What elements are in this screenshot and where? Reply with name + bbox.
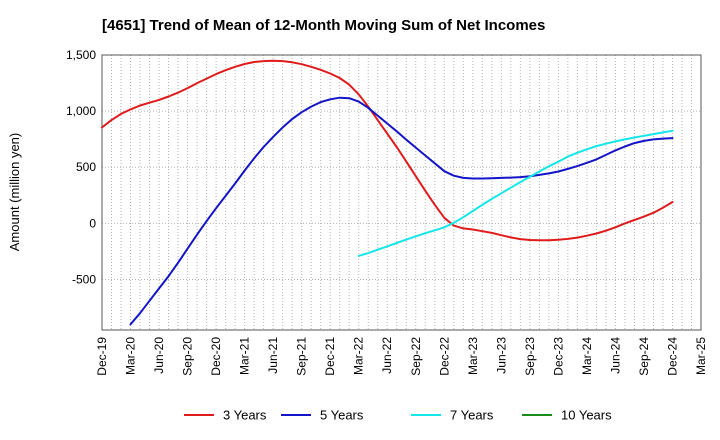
x-tick-label: Jun-23 [494, 337, 508, 374]
x-tick-label: Jun-22 [380, 337, 394, 374]
plot-background [102, 55, 701, 330]
y-tick-label: 1,000 [66, 104, 96, 118]
x-tick-label: Sep-20 [181, 337, 195, 376]
x-tick-label: Dec-20 [209, 337, 223, 376]
legend-label-5-years: 5 Years [320, 408, 364, 423]
x-tick-label: Jun-20 [152, 337, 166, 374]
x-tick-label: Sep-24 [637, 337, 651, 376]
x-tick-label: Sep-21 [295, 337, 309, 376]
y-axis-tick-labels: -500 0 500 1,000 1,500 [66, 48, 96, 286]
x-tick-label: Dec-21 [323, 337, 337, 376]
series-line-5-years [129, 96, 674, 326]
x-tick-label: Mar-22 [352, 337, 366, 375]
y-axis-title: Amount (million yen) [7, 133, 22, 252]
legend-label-7-years: 7 Years [450, 408, 494, 423]
series-line-3-years [101, 59, 674, 242]
y-tick-label: 0 [89, 216, 96, 230]
x-tick-label: Dec-19 [95, 337, 109, 376]
series-line-7-years [357, 129, 674, 257]
legend-label-10-years: 10 Years [561, 408, 612, 423]
x-tick-label: Jun-21 [266, 337, 280, 374]
x-tick-label: Mar-23 [466, 337, 480, 375]
series-lines [101, 59, 674, 326]
y-tick-label: 1,500 [66, 48, 96, 62]
x-axis-tick-labels: Dec-19 Mar-20 Jun-20 Sep-20 Dec-20 Mar-21 Jun-… [95, 337, 708, 376]
y-tick-label: 500 [76, 160, 96, 174]
x-tick-label: Sep-22 [409, 337, 423, 376]
plot-frame [101, 54, 702, 331]
x-tick-label: Mar-25 [694, 337, 708, 375]
legend-label-3-years: 3 Years [223, 408, 267, 423]
grid-lines [102, 55, 701, 330]
chart-title: [4651] Trend of Mean of 12-Month Moving … [102, 17, 545, 34]
x-tick-label: Dec-23 [551, 337, 565, 376]
y-tick-label: -500 [72, 272, 96, 286]
x-tick-label: Dec-24 [665, 337, 679, 376]
x-tick-label: Mar-21 [238, 337, 252, 375]
x-tick-label: Mar-20 [124, 337, 138, 375]
x-tick-label: Sep-23 [523, 337, 537, 376]
plot-area [101, 54, 702, 331]
x-tick-label: Jun-24 [608, 337, 622, 374]
x-tick-label: Mar-24 [580, 337, 594, 375]
legend: 3 Years 5 Years 7 Years 10 Years [184, 408, 612, 423]
x-tick-label: Dec-22 [437, 337, 451, 376]
